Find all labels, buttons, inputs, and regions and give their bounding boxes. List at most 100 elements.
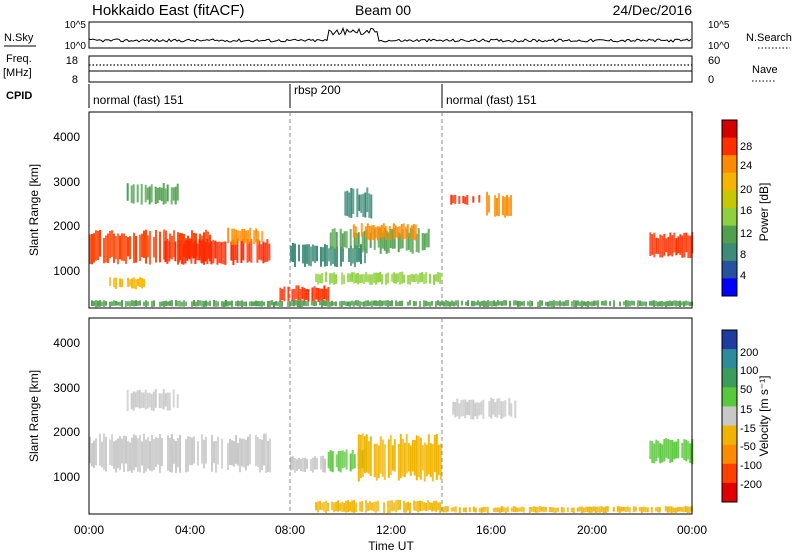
beam-title: Beam 00 bbox=[355, 2, 411, 18]
nsky-panel: N.Sky 10^5 10^0 10^5 10^0 N.Search bbox=[4, 20, 792, 52]
velocity-cbar-tick: 100 bbox=[740, 365, 758, 377]
velocity-region bbox=[440, 506, 693, 514]
power-region bbox=[227, 227, 264, 246]
velocity-regions bbox=[89, 389, 694, 514]
velocity-cbar-tick: -100 bbox=[740, 460, 762, 472]
power-cbar-tick: 8 bbox=[740, 249, 746, 261]
colorbar-swatch bbox=[722, 463, 737, 484]
power-ytick: 4000 bbox=[53, 130, 80, 144]
nsky-right-tick-top: 10^5 bbox=[708, 20, 730, 31]
power-region bbox=[329, 227, 430, 254]
cpid-label: CPID bbox=[6, 90, 32, 102]
colorbar-swatch bbox=[722, 172, 737, 191]
velocity-cbar-tick: 15 bbox=[740, 404, 752, 416]
power-cbar-tick: 12 bbox=[740, 228, 752, 240]
nsky-right-tick-bottom: 10^0 bbox=[708, 41, 730, 52]
velocity-panel: 4000 3000 2000 1000 Slant Range [km] 00:… bbox=[27, 317, 707, 553]
colorbar-swatch bbox=[722, 330, 737, 350]
nsky-label: N.Sky bbox=[4, 32, 34, 44]
colorbar-swatch bbox=[722, 190, 737, 209]
power-region bbox=[279, 285, 330, 303]
xtick: 12:00 bbox=[376, 523, 406, 537]
power-cbar-tick: 4 bbox=[740, 270, 746, 282]
velocity-cbar-tick: -50 bbox=[740, 441, 756, 453]
colorbar-swatch bbox=[722, 225, 737, 244]
power-region bbox=[164, 238, 271, 265]
velocity-ytick: 1000 bbox=[53, 470, 80, 484]
colorbar-swatch bbox=[722, 482, 737, 503]
colorbar-swatch bbox=[722, 368, 737, 388]
velocity-cbar-tick: 50 bbox=[740, 384, 752, 396]
xtick: 20:00 bbox=[577, 523, 607, 537]
power-ytick: 1000 bbox=[53, 264, 80, 278]
freq-unit: [MHz] bbox=[3, 67, 32, 79]
power-cbar-tick: 20 bbox=[740, 184, 752, 196]
velocity-region bbox=[649, 438, 694, 465]
power-cbar-tick: 24 bbox=[740, 160, 752, 172]
colorbar-swatch bbox=[722, 425, 737, 446]
power-region bbox=[344, 187, 373, 219]
colorbar-swatch bbox=[722, 120, 737, 139]
freq-label: Freq. bbox=[6, 53, 32, 65]
power-region bbox=[450, 194, 481, 205]
cpid-segment-label: normal (fast) 151 bbox=[93, 93, 184, 107]
freq-panel: Freq. [MHz] 18 8 60 0 Nave CPID bbox=[3, 53, 778, 102]
velocity-cbar-label: Velocity [m s⁻¹] bbox=[757, 375, 771, 456]
colorbar-swatch bbox=[722, 260, 737, 279]
xtick: 00:00 bbox=[74, 523, 104, 537]
nave-label: Nave bbox=[752, 64, 778, 76]
power-regions bbox=[89, 183, 694, 308]
power-region bbox=[486, 191, 512, 218]
colorbar-swatch bbox=[722, 406, 737, 426]
xtick: 16:00 bbox=[476, 523, 506, 537]
colorbar-swatch bbox=[722, 387, 737, 407]
velocity-ytick: 3000 bbox=[53, 381, 80, 395]
power-cbar-tick: 28 bbox=[740, 141, 752, 153]
velocity-cbar-tick: -200 bbox=[740, 479, 762, 491]
velocity-ytick: 2000 bbox=[53, 425, 80, 439]
velocity-cbar-tick: 200 bbox=[740, 347, 758, 359]
cpid-row: normal (fast) 151 rbsp 200 normal (fast)… bbox=[88, 83, 537, 108]
velocity-cbar-tick: -15 bbox=[740, 423, 756, 435]
power-region bbox=[126, 183, 179, 205]
nave-tick-bottom: 0 bbox=[708, 74, 714, 86]
power-ytick: 2000 bbox=[53, 219, 80, 233]
velocity-region bbox=[357, 433, 442, 482]
x-axis-label: Time UT bbox=[368, 539, 414, 553]
colorbar-swatch bbox=[722, 349, 737, 369]
xtick: 04:00 bbox=[175, 523, 205, 537]
cpid-segment-label: rbsp 200 bbox=[294, 83, 341, 97]
power-ylabel: Slant Range [km] bbox=[27, 164, 41, 256]
velocity-ytick: 4000 bbox=[53, 336, 80, 350]
power-ytick: 3000 bbox=[53, 175, 80, 189]
power-region bbox=[352, 223, 417, 241]
colorbar-swatch bbox=[722, 444, 737, 465]
nsearch-label: N.Search bbox=[746, 32, 792, 44]
velocity-region bbox=[452, 397, 517, 420]
velocity-colorbar: 200 100 50 15 -15 -50 -100 -200 Velocity… bbox=[721, 329, 771, 503]
velocity-region bbox=[89, 433, 271, 474]
power-region bbox=[315, 271, 442, 285]
power-region bbox=[91, 300, 693, 308]
power-colorbar-scale bbox=[722, 120, 737, 297]
nave-tick-top: 60 bbox=[708, 55, 720, 67]
velocity-region bbox=[315, 499, 442, 514]
xtick: 08:00 bbox=[275, 523, 305, 537]
date-title: 24/Dec/2016 bbox=[613, 2, 693, 18]
station-title: Hokkaido East (fitACF) bbox=[92, 2, 245, 19]
velocity-colorbar-scale bbox=[722, 330, 737, 503]
power-colorbar: 28 24 20 16 12 8 4 Power [dB] bbox=[721, 119, 771, 297]
power-region bbox=[290, 243, 366, 268]
colorbar-swatch bbox=[722, 243, 737, 262]
colorbar-swatch bbox=[722, 137, 737, 156]
colorbar-swatch bbox=[722, 208, 737, 227]
nsky-tick-top: 10^5 bbox=[65, 20, 87, 31]
freq-tick-bottom: 8 bbox=[72, 74, 78, 86]
power-region bbox=[109, 277, 146, 290]
power-cbar-tick: 16 bbox=[740, 205, 752, 217]
nsky-trace bbox=[88, 26, 692, 43]
power-panel: 4000 3000 2000 1000 Slant Range [km] bbox=[27, 111, 694, 309]
xtick: 00:00 bbox=[677, 523, 707, 537]
